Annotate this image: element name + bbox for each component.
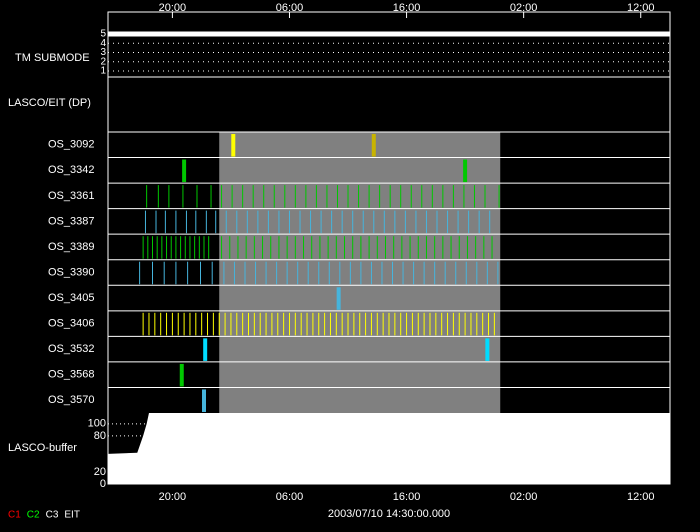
row-label: OS_3387 xyxy=(48,215,94,227)
x-tick-label: 12:00 xyxy=(627,491,655,503)
date-label: 2003/07/10 14:30:00.000 xyxy=(328,508,450,520)
submode-tick-label: 3 xyxy=(100,47,106,58)
x-tick-label: 16:00 xyxy=(393,2,421,14)
submode-label: TM SUBMODE xyxy=(15,52,90,64)
row-label: OS_3532 xyxy=(48,343,94,355)
row-label: OS_3405 xyxy=(48,292,94,304)
x-tick-label: 16:00 xyxy=(393,491,421,503)
plot-frame xyxy=(107,11,671,485)
submode-tick-label: 1 xyxy=(100,66,106,77)
x-tick-label: 06:00 xyxy=(276,491,304,503)
buffer-area xyxy=(108,413,670,484)
submode-tick-label: 2 xyxy=(100,56,106,67)
buffer-tick-label: 80 xyxy=(94,430,106,442)
submode-tick-label: 5 xyxy=(100,29,106,40)
row-label: OS_3389 xyxy=(48,241,94,253)
buffer-tick-label: 100 xyxy=(88,418,106,430)
row-label: OS_3092 xyxy=(48,139,94,151)
buffer-label: LASCO-buffer xyxy=(8,442,77,454)
x-tick-label: 12:00 xyxy=(627,2,655,14)
x-tick-label: 06:00 xyxy=(276,2,304,14)
legend-entry: C3 xyxy=(46,510,59,521)
legend-entry: EIT xyxy=(64,510,80,521)
x-tick-label: 20:00 xyxy=(159,2,187,14)
dp-label: LASCO/EIT (DP) xyxy=(8,97,91,109)
shaded-interval xyxy=(219,132,501,413)
x-tick-label: 02:00 xyxy=(510,2,538,14)
row-label: OS_3361 xyxy=(48,190,94,202)
row-label: OS_3390 xyxy=(48,266,94,278)
row-label: OS_3406 xyxy=(48,317,94,329)
submode-tick-label: 4 xyxy=(100,38,106,49)
row-label: OS_3570 xyxy=(48,394,94,406)
buffer-tick-label: 0 xyxy=(100,478,106,490)
row-label: OS_3568 xyxy=(48,369,94,381)
legend-entry: C1 xyxy=(8,510,21,521)
row-label: OS_3342 xyxy=(48,164,94,176)
buffer-tick-label: 20 xyxy=(94,466,106,478)
x-tick-label: 20:00 xyxy=(159,491,187,503)
x-tick-label: 02:00 xyxy=(510,491,538,503)
legend-entry: C2 xyxy=(27,510,40,521)
